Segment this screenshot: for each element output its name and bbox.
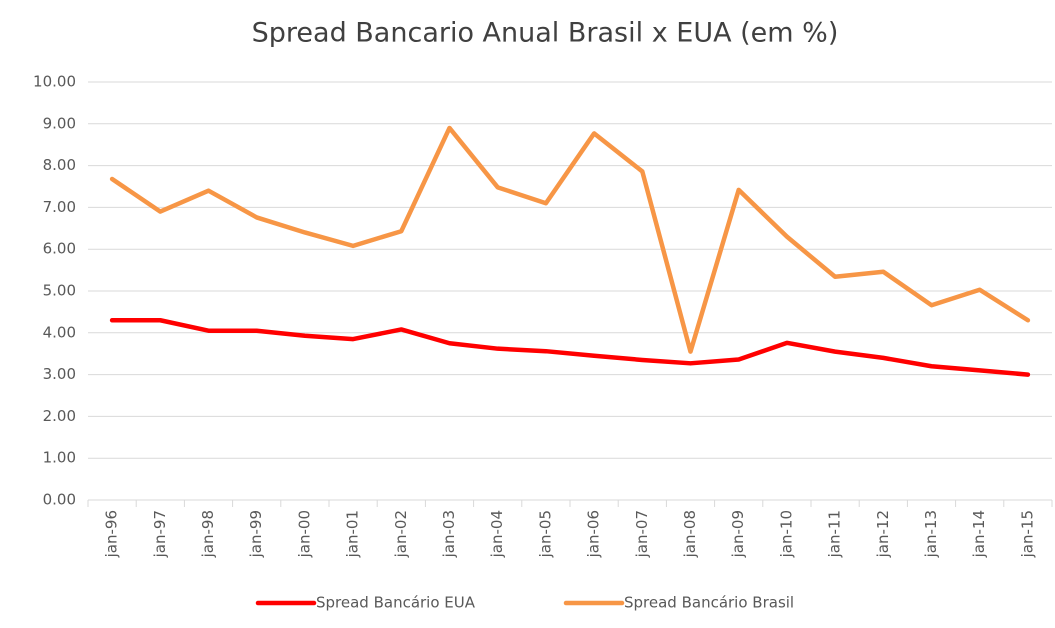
x-tick-label: jan-13 [922, 510, 940, 558]
y-tick-label: 1.00 [43, 449, 76, 467]
x-tick-label: jan-98 [199, 510, 217, 558]
series-line [109, 318, 1031, 377]
x-tick-label: jan-02 [392, 510, 410, 558]
x-tick-label: jan-06 [585, 510, 603, 558]
x-tick-label: jan-14 [970, 510, 988, 558]
y-tick-label: 5.00 [43, 282, 76, 300]
x-tick-label: jan-15 [1018, 510, 1036, 558]
x-tick-label: jan-03 [440, 510, 458, 558]
x-tick-label: jan-96 [103, 510, 121, 558]
x-tick-label: jan-11 [826, 510, 844, 558]
x-tick-label: jan-05 [536, 510, 554, 558]
chart-title: Spread Bancario Anual Brasil x EUA (em %… [252, 18, 839, 49]
x-tick-label: jan-10 [777, 510, 795, 558]
x-tick-label: jan-00 [295, 510, 313, 558]
y-tick-label: 4.00 [43, 323, 76, 341]
x-tick-label: jan-99 [247, 510, 265, 558]
x-tick-label: jan-12 [874, 510, 892, 558]
x-tick-label: jan-08 [681, 510, 699, 558]
x-tick-label: jan-04 [488, 510, 506, 558]
y-tick-label: 3.00 [43, 365, 76, 383]
y-tick-label: 9.00 [43, 114, 76, 132]
x-tick-label: jan-09 [729, 510, 747, 558]
legend-label: Spread Bancário EUA [316, 594, 476, 612]
y-tick-label: 7.00 [43, 198, 76, 216]
y-tick-label: 8.00 [43, 156, 76, 174]
y-tick-label: 0.00 [43, 491, 76, 509]
series-line [109, 125, 1031, 354]
y-tick-label: 10.00 [33, 73, 76, 91]
y-tick-label: 2.00 [43, 407, 76, 425]
y-tick-label: 6.00 [43, 240, 76, 258]
x-tick-label: jan-01 [344, 510, 362, 558]
legend-label: Spread Bancário Brasil [624, 594, 794, 612]
x-tick-label: jan-97 [151, 510, 169, 558]
x-tick-label: jan-07 [633, 510, 651, 558]
